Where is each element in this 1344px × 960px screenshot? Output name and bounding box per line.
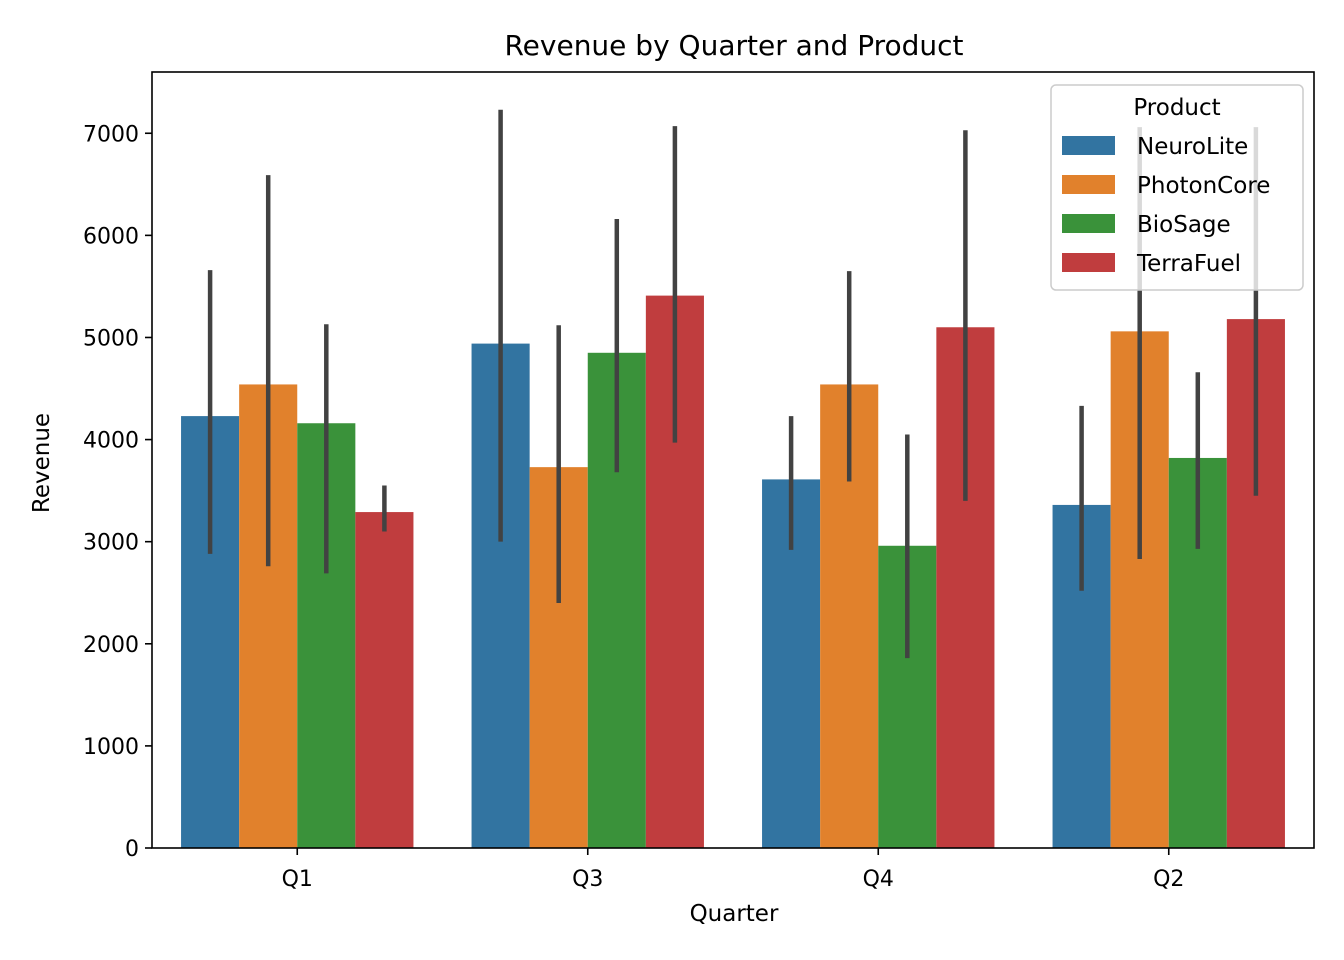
y-axis: 0 1000 2000 3000 4000 5000 6000 7000	[83, 122, 152, 862]
y-tick-label: 0	[125, 837, 139, 862]
x-tick-label: Q1	[282, 867, 313, 892]
y-tick-label: 1000	[83, 735, 139, 760]
chart-title: Revenue by Quarter and Product	[504, 29, 963, 62]
y-tick-label: 4000	[83, 429, 139, 454]
x-axis: Q1 Q3 Q4 Q2	[282, 848, 1184, 892]
y-tick-label: 7000	[83, 122, 139, 147]
legend-label-biosage: BioSage	[1137, 212, 1231, 238]
error-bars-layer	[207, 109, 1259, 659]
y-axis-label: Revenue	[29, 413, 55, 513]
y-tick-label: 3000	[83, 531, 139, 556]
y-tick-label: 6000	[83, 224, 139, 249]
bar-terrafuel-q1	[355, 512, 414, 848]
x-tick-label: Q3	[572, 867, 603, 892]
legend-label-neurolite: NeuroLite	[1137, 134, 1248, 160]
y-tick-label: 2000	[83, 633, 139, 658]
x-axis-label: Quarter	[690, 901, 779, 927]
legend: Product NeuroLite PhotonCore BioSage TerraFu…	[1050, 84, 1304, 291]
legend-label-terrafuel: TerraFuel	[1136, 251, 1241, 277]
x-tick-label: Q4	[863, 867, 894, 892]
y-tick-label: 5000	[83, 326, 139, 351]
legend-swatch-photoncore	[1062, 175, 1115, 194]
legend-label-photoncore: PhotonCore	[1137, 173, 1270, 199]
legend-swatch-biosage	[1062, 214, 1115, 233]
x-tick-label: Q2	[1153, 867, 1184, 892]
legend-swatch-terrafuel	[1062, 253, 1115, 272]
legend-title: Product	[1133, 95, 1220, 121]
legend-swatch-neurolite	[1062, 136, 1115, 155]
plot-frame	[151, 71, 1315, 849]
bars-layer	[181, 295, 1285, 848]
